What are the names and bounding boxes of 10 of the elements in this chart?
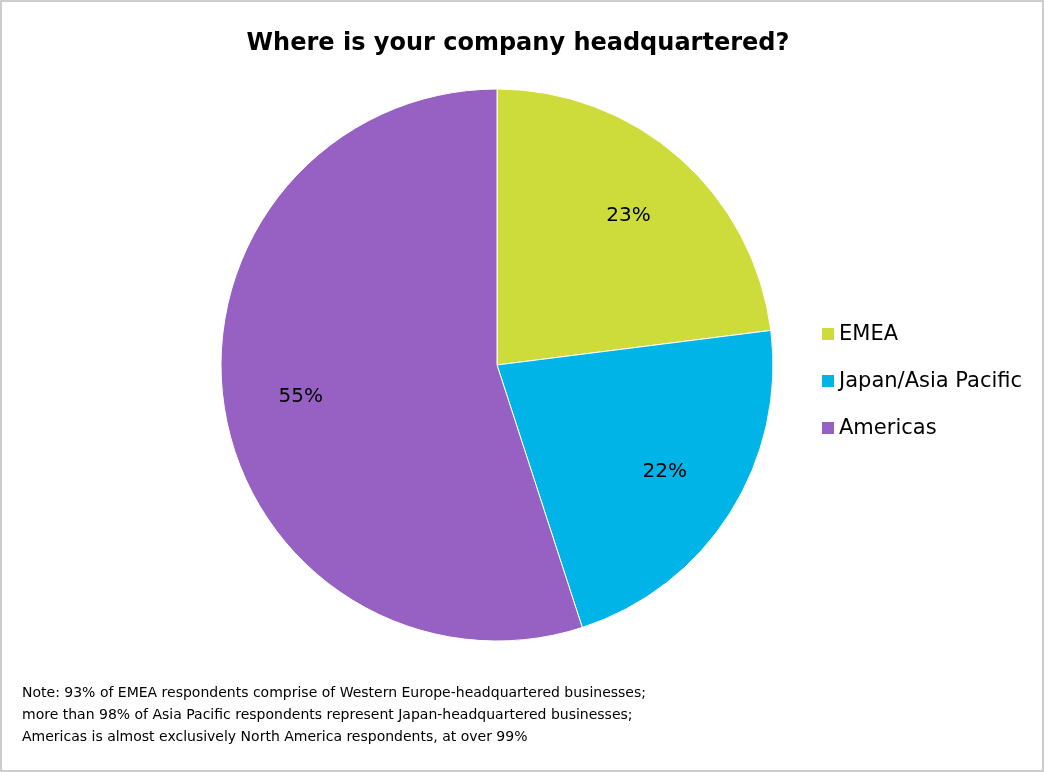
legend-label: Americas [839, 415, 937, 439]
chart-title: Where is your company headquartered? [246, 28, 790, 56]
data-label: 23% [606, 202, 651, 227]
data-label: 22% [642, 457, 688, 482]
text: Americas is almost exclusively North America respondents, at over 99% [22, 728, 528, 744]
legend-label: EMEA [839, 321, 899, 345]
text: more than 98% of Asia Pacific respondents represent Japan-headquartered businesses; [22, 706, 633, 722]
data-label: 55% [278, 382, 323, 407]
legend-label: Japan/Asia Pacific [837, 368, 1023, 392]
text: Note: 93% of EMEA respondents comprise of Western Europe-headquartered businesses; [22, 684, 646, 700]
